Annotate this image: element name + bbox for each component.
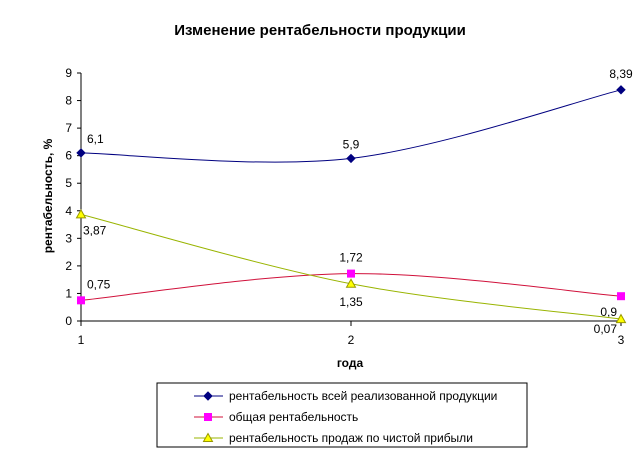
- series-1-data-label: 6,1: [87, 132, 104, 146]
- series-1-data-label: 5,9: [343, 137, 360, 151]
- x-tick-label: 3: [618, 333, 625, 347]
- legend-marker: [203, 391, 213, 401]
- series-2-point: [347, 269, 355, 278]
- series-1-point: [346, 153, 356, 164]
- legend-marker: [204, 413, 212, 421]
- series-3-point: [75, 208, 87, 219]
- y-tick-label: 5: [65, 176, 72, 190]
- y-tick-label: 7: [65, 121, 72, 135]
- series-2-data-label: 0,9: [600, 305, 617, 319]
- series-2-data-label: 0,75: [87, 277, 111, 291]
- y-tick-label: 6: [65, 149, 72, 163]
- y-tick-label: 0: [65, 314, 72, 328]
- legend-label: рентабельность продаж по чистой прибыли: [229, 431, 473, 445]
- legend-item-3: рентабельность продаж по чистой прибыли: [194, 431, 473, 445]
- legend-item-1: рентабельность всей реализованной продук…: [194, 389, 497, 403]
- series-2-data-label: 1,72: [339, 251, 363, 265]
- legend-marker: [202, 432, 214, 442]
- y-tick-label: 8: [65, 94, 72, 108]
- series-1-point: [616, 85, 626, 95]
- y-tick-label: 2: [65, 259, 72, 273]
- series-1-point: [76, 148, 86, 158]
- series-3-data-label: 1,35: [339, 295, 363, 309]
- series-3-data-label: 3,87: [83, 223, 107, 237]
- series-2-point: [617, 292, 625, 301]
- legend-label: общая рентабельность: [229, 410, 358, 424]
- y-tick-label: 4: [65, 204, 72, 218]
- legend-label: рентабельность всей реализованной продук…: [229, 389, 497, 403]
- y-tick-label: 1: [65, 286, 72, 300]
- series-3-point: [615, 313, 627, 324]
- chart-title: Изменение рентабельности продукции: [174, 22, 466, 39]
- x-tick-label: 2: [348, 333, 355, 347]
- y-tick-label: 9: [65, 66, 72, 80]
- y-tick-label: 3: [65, 231, 72, 245]
- y-axis-label: рентабельность, %: [41, 138, 55, 253]
- x-tick-label: 1: [78, 333, 85, 347]
- series-3-data-label: 0,07: [594, 322, 618, 336]
- series-2-point: [77, 296, 85, 305]
- legend-item-2: общая рентабельность: [194, 410, 358, 424]
- legend: рентабельность всей реализованной продук…: [156, 382, 528, 448]
- series-1-data-label: 8,39: [609, 67, 633, 81]
- legend-box: [156, 382, 528, 448]
- series-3-point: [345, 278, 357, 288]
- x-axis-label: года: [337, 356, 364, 370]
